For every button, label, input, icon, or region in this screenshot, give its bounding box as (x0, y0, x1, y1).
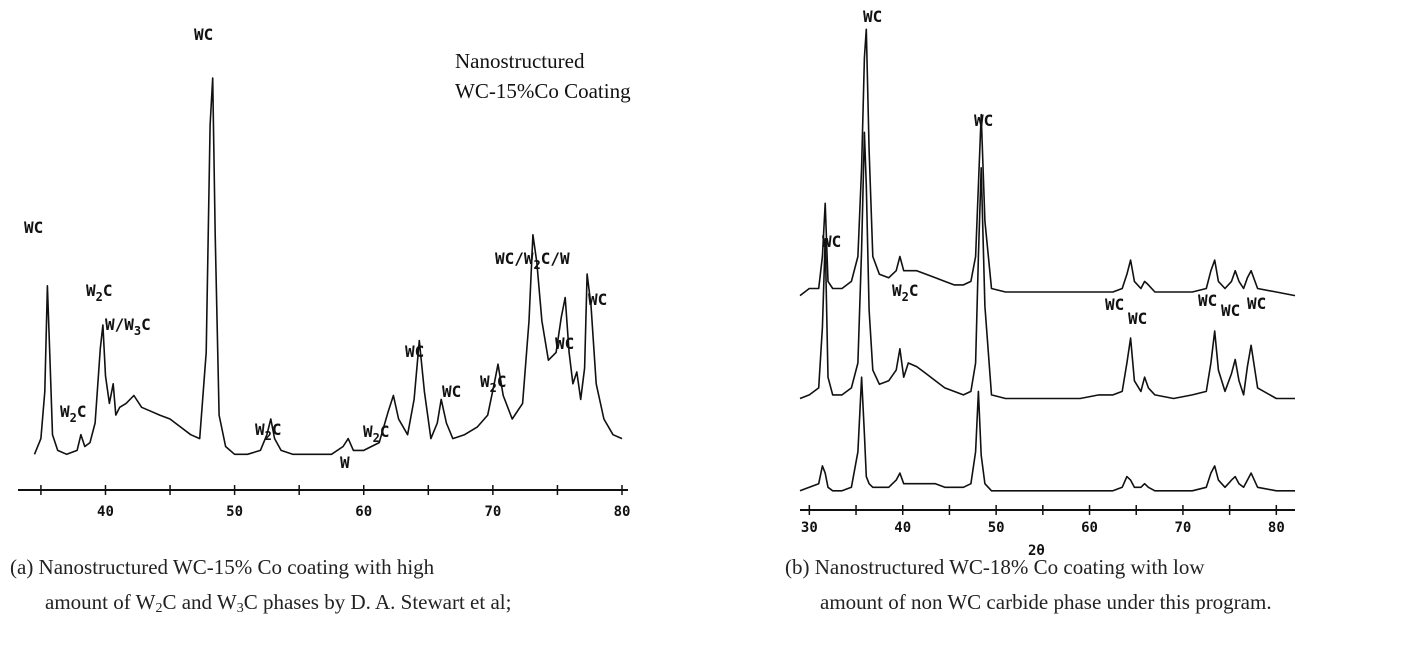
x-tick-label: 70 (1174, 520, 1191, 536)
peak-label: W2C (60, 402, 87, 425)
annotation-line-1: Nanostructured (455, 49, 585, 73)
caption-a-line-1: (a) Nanostructured WC-15% Co coating wit… (10, 555, 435, 579)
xrd-trace (799, 376, 1295, 492)
caption-a-subscript: 2 (155, 601, 163, 616)
caption-a-line-2-part: C phases by D. A. Stewart et al; (243, 590, 512, 614)
peak-label: WC (194, 25, 213, 44)
caption-a-subscript: 3 (236, 601, 244, 616)
peak-label: WC (974, 111, 993, 130)
peak-label: WC (588, 290, 607, 309)
x-tick-label: 50 (988, 520, 1005, 536)
caption-a-line-2-part: C and W (162, 590, 237, 614)
peak-label: W2C (480, 372, 507, 395)
x-tick-label: 40 (97, 504, 114, 520)
x-axis-label: 2θ (1028, 543, 1045, 559)
x-tick-label: 70 (484, 504, 501, 520)
chart-panel-a: Nanostructured WC-15%Co Coating 40 50 60 70… (0, 0, 700, 545)
xrd-trace (799, 28, 1296, 297)
peak-label: WC (405, 342, 424, 361)
peak-label: W2C (363, 422, 390, 445)
peak-label: WC (1247, 294, 1266, 313)
caption-a: (a) Nanostructured WC-15% Co coating wit… (10, 550, 511, 626)
peak-label: WC (555, 334, 574, 353)
peak-label: WC/W2C/W (495, 249, 570, 272)
x-tick-label: 80 (614, 504, 631, 520)
peak-label: W2C (255, 420, 282, 443)
caption-b-line-2: amount of non WC carbide phase under thi… (820, 590, 1272, 614)
peak-label: W (340, 453, 350, 472)
peak-label: WC (863, 7, 882, 26)
peak-label: W2C (86, 281, 113, 304)
x-tick-label: 60 (1081, 520, 1098, 536)
peak-label: W/W3C (105, 315, 151, 338)
caption-a-line-2-part: amount of W (45, 590, 156, 614)
caption-b: (b) Nanostructured WC-18% Co coating wit… (785, 550, 1272, 620)
x-tick-label: 30 (801, 520, 818, 536)
x-tick-label: 50 (226, 504, 243, 520)
xrd-trace (33, 77, 623, 456)
xrd-chart-a: Nanostructured WC-15%Co Coating 40 50 60 70… (18, 25, 631, 520)
peak-label: WC (1221, 301, 1240, 320)
caption-a-line-2: amount of W2C and W3C phases by D. A. St… (10, 585, 511, 626)
peak-label: W2C (892, 281, 919, 304)
peak-label: WC (1128, 309, 1147, 328)
peak-label: WC (1198, 291, 1217, 310)
x-tick-label: 60 (355, 504, 372, 520)
peak-label: WC (1105, 295, 1124, 314)
caption-b-line-1: (b) Nanostructured WC-18% Co coating wit… (785, 555, 1205, 579)
peak-label: WC (24, 218, 43, 237)
xrd-trace (799, 131, 1295, 400)
x-tick-label: 40 (894, 520, 911, 536)
chart-panel-b: 2θ 30 40 50 60 70 80 WC WC W2C WC WC WC WC WC WC (760, 0, 1419, 600)
annotation-line-2: WC-15%Co Coating (455, 79, 631, 103)
x-tick-label: 80 (1268, 520, 1285, 536)
peak-label: WC (822, 232, 841, 251)
peak-label: WC (442, 382, 461, 401)
